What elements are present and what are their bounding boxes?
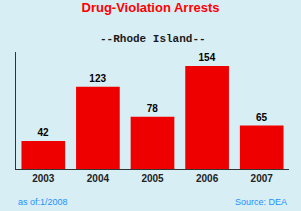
svg-text:2004: 2004: [87, 173, 110, 184]
svg-text:Source: DEA: Source: DEA: [235, 197, 287, 207]
svg-text:2007: 2007: [251, 173, 274, 184]
svg-text:42: 42: [38, 127, 50, 138]
svg-text:154: 154: [199, 52, 216, 63]
svg-text:65: 65: [256, 112, 268, 123]
svg-text:78: 78: [147, 103, 159, 114]
svg-text:123: 123: [89, 73, 106, 84]
svg-text:2005: 2005: [141, 173, 164, 184]
svg-text:2003: 2003: [32, 173, 55, 184]
svg-text:2006: 2006: [196, 173, 219, 184]
svg-text:--Rhode Island--: --Rhode Island--: [100, 33, 206, 45]
svg-text:Drug-Violation Arrests: Drug-Violation Arrests: [82, 0, 220, 15]
svg-text:as of:1/2008: as of:1/2008: [18, 197, 68, 207]
